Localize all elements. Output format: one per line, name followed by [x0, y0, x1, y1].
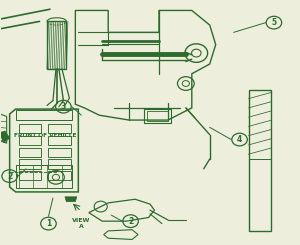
Bar: [19, 124, 41, 134]
Text: 2: 2: [128, 217, 133, 226]
Text: 2: 2: [7, 172, 12, 181]
Bar: [49, 124, 71, 134]
Bar: [47, 21, 66, 69]
Bar: [144, 109, 171, 122]
Text: 5: 5: [272, 18, 277, 27]
Text: 4: 4: [237, 135, 242, 144]
Bar: [16, 110, 72, 120]
Bar: [49, 147, 71, 157]
Text: 1: 1: [46, 219, 51, 228]
Bar: [248, 90, 271, 231]
Bar: [19, 159, 41, 169]
Bar: [49, 171, 71, 180]
Bar: [147, 111, 168, 121]
Bar: [16, 165, 72, 188]
Bar: [49, 159, 71, 169]
Polygon shape: [0, 131, 10, 143]
Bar: [19, 171, 41, 180]
Text: FRONT OF VEHICLE: FRONT OF VEHICLE: [14, 133, 76, 138]
Text: 3: 3: [61, 102, 66, 111]
Polygon shape: [65, 197, 77, 202]
Bar: [49, 136, 71, 145]
Bar: [19, 136, 41, 145]
Text: VIEW
A: VIEW A: [72, 218, 91, 229]
Bar: [19, 147, 41, 157]
